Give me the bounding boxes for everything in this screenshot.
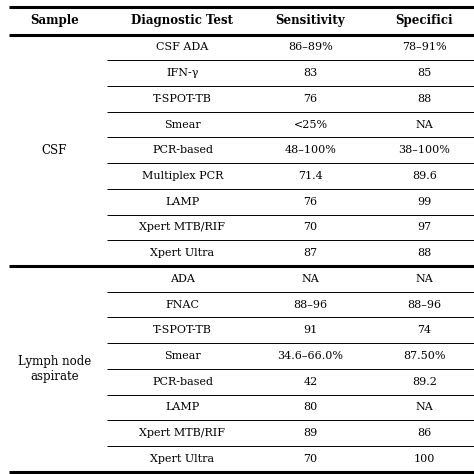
Text: 89: 89 <box>303 428 318 438</box>
Text: 76: 76 <box>303 197 318 207</box>
Text: Lymph node
aspirate: Lymph node aspirate <box>18 355 91 383</box>
Text: 83: 83 <box>303 68 318 78</box>
Text: <25%: <25% <box>293 119 328 129</box>
Text: 100: 100 <box>413 454 435 464</box>
Text: 89.6: 89.6 <box>412 171 437 181</box>
Text: 48–100%: 48–100% <box>284 146 337 155</box>
Text: 70: 70 <box>303 454 318 464</box>
Text: Multiplex PCR: Multiplex PCR <box>142 171 223 181</box>
Text: Sample: Sample <box>30 14 79 27</box>
Text: Xpert Ultra: Xpert Ultra <box>150 454 215 464</box>
Text: Xpert Ultra: Xpert Ultra <box>150 248 215 258</box>
Text: 34.6–66.0%: 34.6–66.0% <box>277 351 344 361</box>
Text: Sensitivity: Sensitivity <box>276 14 345 27</box>
Text: NA: NA <box>415 119 433 129</box>
Text: 89.2: 89.2 <box>412 377 437 387</box>
Text: IFN-γ: IFN-γ <box>166 68 199 78</box>
Text: 70: 70 <box>303 222 318 232</box>
Text: 87: 87 <box>303 248 318 258</box>
Text: NA: NA <box>415 274 433 284</box>
Text: 71.4: 71.4 <box>298 171 323 181</box>
Text: T-SPOT-TB: T-SPOT-TB <box>153 94 212 104</box>
Text: 97: 97 <box>417 222 431 232</box>
Text: 91: 91 <box>303 325 318 335</box>
Text: PCR-based: PCR-based <box>152 146 213 155</box>
Text: 88: 88 <box>417 94 431 104</box>
Text: 80: 80 <box>303 402 318 412</box>
Text: 99: 99 <box>417 197 431 207</box>
Text: 76: 76 <box>303 94 318 104</box>
Text: CSF ADA: CSF ADA <box>156 43 209 53</box>
Text: LAMP: LAMP <box>165 197 200 207</box>
Text: ADA: ADA <box>170 274 195 284</box>
Text: Xpert MTB/RIF: Xpert MTB/RIF <box>139 222 226 232</box>
Text: CSF: CSF <box>42 144 67 157</box>
Text: 38–100%: 38–100% <box>398 146 450 155</box>
Text: FNAC: FNAC <box>165 300 200 310</box>
Text: 86–89%: 86–89% <box>288 43 333 53</box>
Text: NA: NA <box>415 402 433 412</box>
Text: 87.50%: 87.50% <box>403 351 446 361</box>
Text: T-SPOT-TB: T-SPOT-TB <box>153 325 212 335</box>
Text: 88: 88 <box>417 248 431 258</box>
Text: Specifici: Specifici <box>395 14 453 27</box>
Text: 78–91%: 78–91% <box>402 43 447 53</box>
Text: Xpert MTB/RIF: Xpert MTB/RIF <box>139 428 226 438</box>
Text: PCR-based: PCR-based <box>152 377 213 387</box>
Text: 85: 85 <box>417 68 431 78</box>
Text: Smear: Smear <box>164 351 201 361</box>
Text: 42: 42 <box>303 377 318 387</box>
Text: 74: 74 <box>417 325 431 335</box>
Text: 88–96: 88–96 <box>407 300 441 310</box>
Text: NA: NA <box>301 274 319 284</box>
Text: Diagnostic Test: Diagnostic Test <box>131 14 234 27</box>
Text: Smear: Smear <box>164 119 201 129</box>
Text: 86: 86 <box>417 428 431 438</box>
Text: LAMP: LAMP <box>165 402 200 412</box>
Text: 88–96: 88–96 <box>293 300 328 310</box>
